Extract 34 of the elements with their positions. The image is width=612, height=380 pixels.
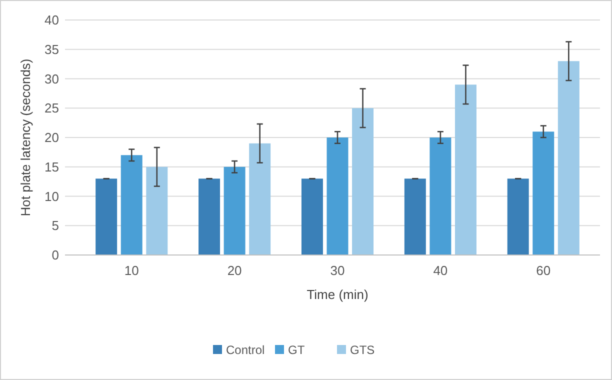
legend-label: Control xyxy=(226,343,265,358)
y-tick-label: 35 xyxy=(44,42,59,57)
y-tick-label: 20 xyxy=(44,130,59,146)
bar xyxy=(224,166,246,255)
y-tick-label: 15 xyxy=(44,159,59,174)
bar xyxy=(326,138,348,255)
x-tick-label: 20 xyxy=(227,263,242,278)
y-tick-label: 25 xyxy=(44,100,59,116)
bar xyxy=(454,84,476,255)
x-tick-label: 10 xyxy=(124,263,139,278)
bar xyxy=(507,178,529,255)
legend-label: GTS xyxy=(350,343,375,358)
x-tick-label: 60 xyxy=(536,263,551,278)
bar xyxy=(301,178,323,255)
bar xyxy=(558,61,580,255)
y-tick-label: 40 xyxy=(44,12,59,28)
x-axis-title: Time (min) xyxy=(306,287,368,302)
bar xyxy=(120,155,142,255)
y-tick-label: 10 xyxy=(44,188,59,204)
legend-label: GT xyxy=(288,343,306,358)
y-axis-title: Hot plate latency (seconds) xyxy=(18,58,33,216)
y-tick-label: 0 xyxy=(52,248,59,263)
y-tick-label: 30 xyxy=(44,71,59,86)
bar xyxy=(430,138,452,255)
bar xyxy=(96,178,118,255)
x-tick-label: 40 xyxy=(433,263,448,278)
bar xyxy=(404,178,426,255)
y-tick-label: 5 xyxy=(52,218,59,234)
bar xyxy=(352,108,374,255)
bar xyxy=(532,132,554,255)
bar xyxy=(146,166,168,255)
bar xyxy=(198,178,220,255)
x-tick-label: 30 xyxy=(330,263,345,278)
bar xyxy=(249,143,271,255)
